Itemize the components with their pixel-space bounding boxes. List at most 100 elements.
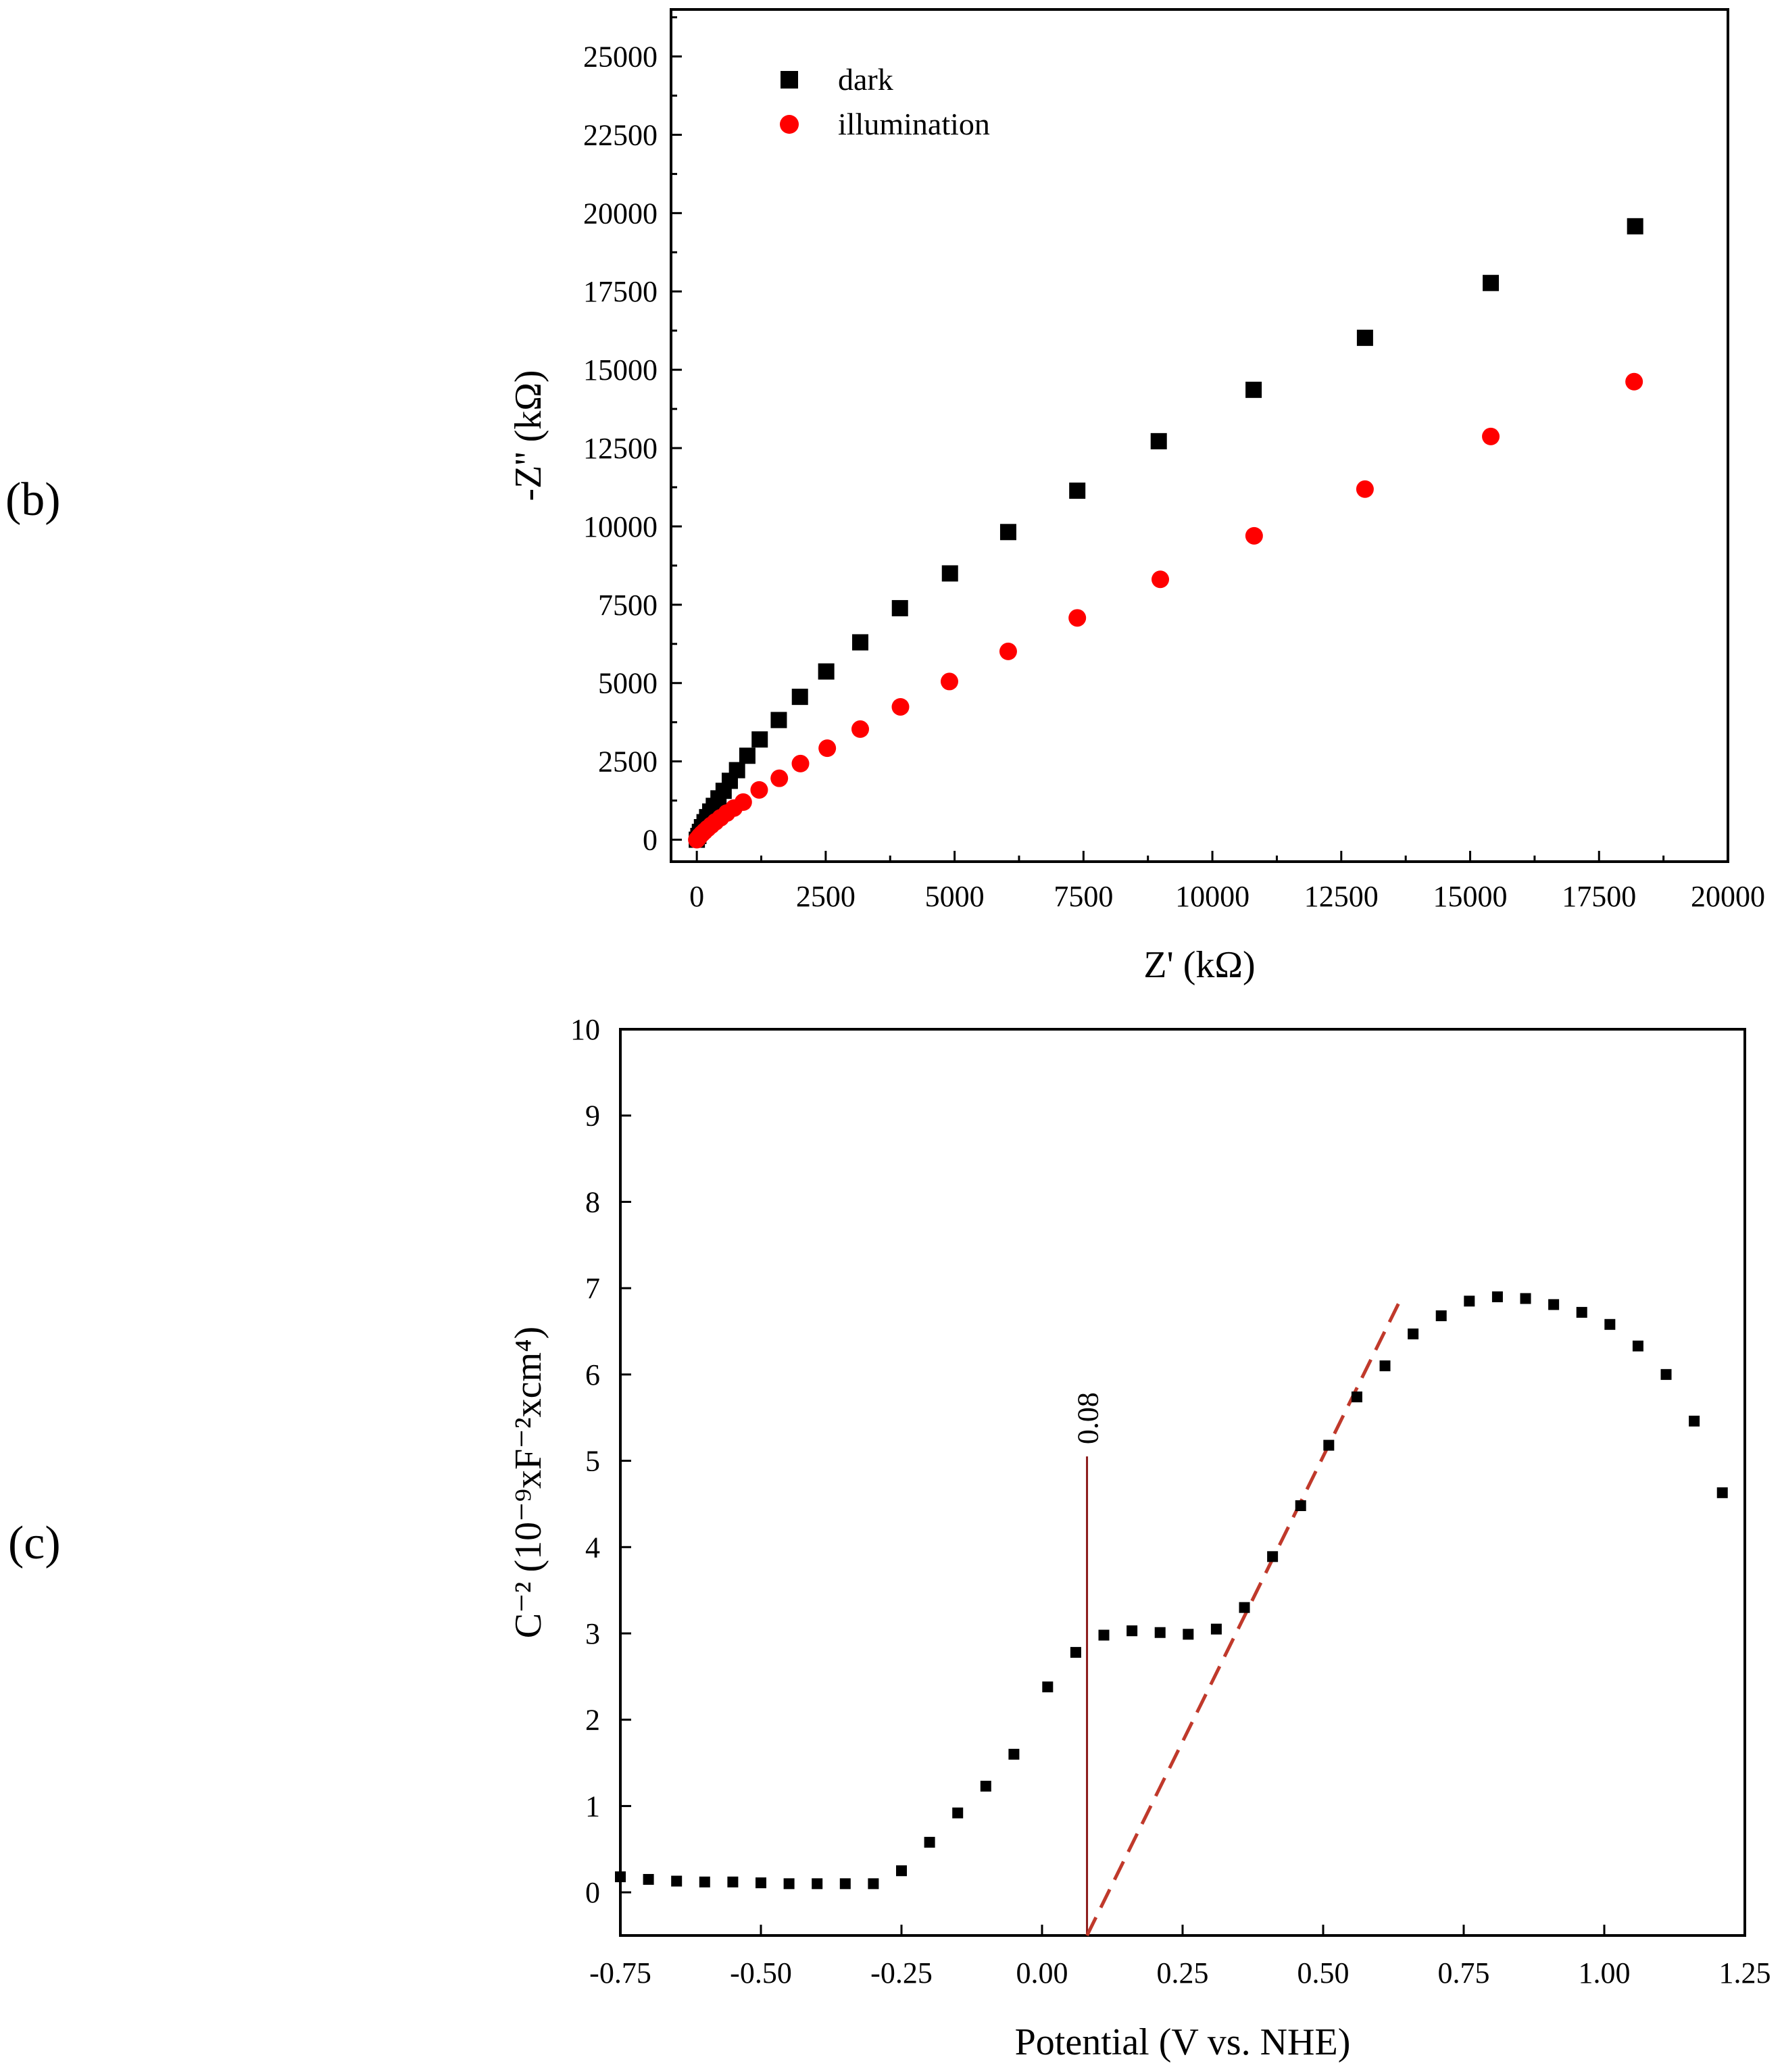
data-point-illumination: [791, 754, 810, 772]
data-point: [1491, 1291, 1503, 1302]
mott-schottky-chart: -0.75 -0.50 -0.25 0.00 0.25 0.50 0.75 1.00 1.25 0…: [508, 1013, 1771, 2063]
onset-marker-label: 0.08: [1072, 1392, 1105, 1444]
x-axis-title: Potential (V vs. NHE): [1015, 2021, 1351, 2063]
legend-label-dark: dark: [838, 62, 893, 97]
y-tick-label: 0: [643, 824, 658, 857]
x-tick-label: 5000: [925, 880, 985, 913]
y-tick-label: 4: [585, 1531, 600, 1564]
y-tick-label: 5000: [598, 667, 658, 700]
x-tick-label: 7500: [1054, 880, 1113, 913]
x-tick-label: 0: [689, 880, 704, 913]
data-point: [952, 1807, 964, 1819]
data-point-dark: [751, 731, 768, 748]
data-point: [1239, 1602, 1250, 1613]
y-axis-title: -Z'' (kΩ): [508, 370, 549, 501]
data-point: [980, 1781, 991, 1792]
data-point: [1716, 1487, 1728, 1498]
x-tick-label: 0.00: [1016, 1956, 1068, 1990]
legend-label-illumination: illumination: [838, 107, 990, 141]
data-point: [1267, 1551, 1279, 1562]
y-tick-label: 2: [585, 1704, 600, 1737]
y-tick-label: 8: [585, 1185, 600, 1218]
x-tick-label: -0.75: [589, 1956, 651, 1990]
data-point-illumination: [818, 739, 837, 758]
data-point: [1408, 1328, 1419, 1339]
y-tick-label: 0: [585, 1876, 600, 1909]
data-point: [1351, 1391, 1362, 1403]
data-point: [1127, 1625, 1138, 1637]
x-axis-title: Z' (kΩ): [1143, 944, 1255, 986]
data-point: [1183, 1629, 1194, 1640]
x-tick-label: 0.75: [1438, 1956, 1490, 1990]
y-tick-label: 22500: [583, 118, 658, 151]
plot-frame: [619, 1028, 1746, 1937]
data-point: [699, 1876, 710, 1888]
y-tick-label: 10000: [583, 510, 658, 543]
y-tick-label: 15000: [583, 353, 658, 387]
data-point: [1464, 1296, 1475, 1307]
data-point-dark: [770, 712, 787, 729]
data-point: [1520, 1293, 1531, 1304]
x-tick-label: 12500: [1304, 880, 1379, 913]
legend: dark illumination: [780, 62, 990, 141]
data-point-illumination: [851, 720, 869, 738]
data-point: [1295, 1500, 1306, 1511]
impedance-chart: 0 2500 5000 7500 10000 12500 15000 17500 20000 0 2…: [508, 8, 1765, 986]
y-tick-label: 25000: [583, 41, 658, 74]
y-tick-label: 2500: [598, 745, 658, 779]
data-point-dark: [1483, 274, 1500, 291]
x-tick-label: 0.50: [1297, 1956, 1350, 1990]
data-point-dark: [791, 689, 808, 706]
y-tick-label: 5: [585, 1445, 600, 1478]
panel-label-b: (b): [5, 474, 61, 526]
data-point-illumination: [891, 697, 910, 716]
legend-marker-dark: [781, 71, 798, 89]
data-point: [1070, 1647, 1081, 1658]
y-tick-label: 10: [570, 1013, 600, 1046]
data-point: [1098, 1629, 1110, 1641]
x-tick-label: 20000: [1691, 880, 1765, 913]
data-point: [1660, 1368, 1672, 1380]
data-point-dark: [1245, 381, 1262, 398]
data-point: [783, 1878, 795, 1890]
data-point-illumination: [1356, 480, 1374, 498]
data-point: [1008, 1748, 1020, 1760]
data-point: [868, 1878, 879, 1890]
y-tick-label: 17500: [583, 275, 658, 308]
x-tick-label: 17500: [1562, 880, 1636, 913]
data-point: [615, 1871, 626, 1883]
data-point: [924, 1837, 935, 1848]
data-point: [896, 1865, 907, 1877]
data-point-dark: [1356, 329, 1373, 346]
data-point: [1323, 1439, 1335, 1451]
data-point: [812, 1878, 823, 1890]
y-tick-label: 9: [585, 1100, 600, 1133]
data-point-illumination: [999, 642, 1017, 660]
data-point: [839, 1878, 851, 1890]
x-tick-label: 0.25: [1157, 1956, 1209, 1990]
data-point-illumination: [940, 672, 958, 691]
linear-fit-line: [1085, 1296, 1404, 1937]
data-point: [756, 1877, 766, 1889]
data-point-dark: [999, 524, 1016, 541]
y-tick-label: 12500: [583, 432, 658, 465]
y-tick-label: 7: [585, 1272, 600, 1305]
panel-label-c: (c): [8, 1517, 61, 1569]
data-point-dark: [818, 663, 835, 680]
data-point-dark: [941, 565, 958, 582]
data-point-illumination: [734, 793, 752, 811]
plot-frame: [670, 8, 1729, 863]
data-point: [1042, 1681, 1054, 1693]
x-tick-label: 1.00: [1579, 1956, 1631, 1990]
data-point-illumination: [1625, 372, 1643, 391]
data-point: [1548, 1299, 1560, 1310]
data-point-dark: [1627, 218, 1643, 235]
data-point-dark: [728, 762, 745, 779]
data-point: [727, 1876, 739, 1888]
data-point: [671, 1875, 683, 1887]
data-point: [1154, 1627, 1166, 1638]
y-axis-title: C⁻² (10⁻⁹xF⁻²xcm⁴): [508, 1327, 549, 1639]
y-tick-label: 7500: [598, 589, 658, 622]
x-tick-label: 2500: [796, 880, 856, 913]
